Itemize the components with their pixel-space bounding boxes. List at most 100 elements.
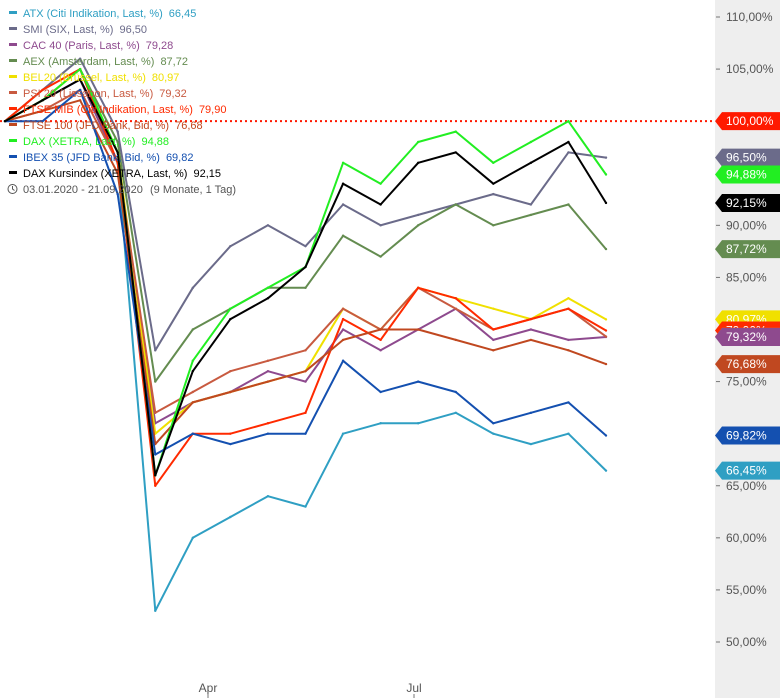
data-point-9-3 xyxy=(116,192,119,196)
data-point-10-12 xyxy=(454,151,457,154)
data-point-5-7 xyxy=(266,359,270,362)
data-point-4-16 xyxy=(604,318,608,321)
data-point-8-7 xyxy=(266,286,270,290)
data-point-1-8 xyxy=(304,244,307,248)
data-point-1-5 xyxy=(191,286,195,290)
data-point-0-6 xyxy=(229,515,232,519)
data-point-0-11 xyxy=(416,422,420,425)
data-point-8-15 xyxy=(567,119,570,123)
data-point-0-4 xyxy=(154,609,157,612)
data-point-10-7 xyxy=(266,297,270,300)
legend-series-name: SMI (SIX, Last, %) xyxy=(23,24,113,36)
data-point-2-9 xyxy=(341,328,345,331)
data-point-6-12 xyxy=(454,297,457,300)
legend-series-name: BEL20 (Brüssel, Last, %) xyxy=(23,72,146,84)
legend-entry-9: IBEX 35 (JFD Bank, Bid, %) 69,82 xyxy=(23,152,193,164)
legend-entry-4: BEL20 (Brüssel, Last, %) 80,97 xyxy=(23,72,179,84)
data-point-2-14 xyxy=(529,328,533,331)
value-tag-0-text: 66,45% xyxy=(726,464,767,478)
data-point-6-9 xyxy=(341,317,345,321)
data-point-6-1 xyxy=(41,88,44,92)
data-point-7-1 xyxy=(41,109,44,112)
data-point-1-16 xyxy=(604,156,608,159)
y-tick-label: 85,00% xyxy=(726,270,767,284)
data-point-0-12 xyxy=(454,411,457,415)
legend-series-name: IBEX 35 (JFD Bank, Bid, %) xyxy=(23,152,160,164)
legend-series-name: AEX (Amsterdam, Last, %) xyxy=(23,56,154,68)
data-point-7-9 xyxy=(341,338,345,342)
data-point-9-10 xyxy=(379,390,382,394)
legend-entry-0: ATX (Citi Indikation, Last, %) 66,45 xyxy=(23,8,196,20)
data-point-3-10 xyxy=(379,255,382,258)
data-point-6-6 xyxy=(229,432,232,435)
legend-series-name: FTSE 100 (JFD Bank, Bid, %) xyxy=(23,120,169,132)
legend-entry-1: SMI (SIX, Last, %) 96,50 xyxy=(23,24,147,36)
data-point-4-13 xyxy=(492,307,495,310)
data-point-9-15 xyxy=(567,401,570,404)
data-point-5-6 xyxy=(229,369,232,373)
date-range-text: 03.01.2020 - 21.09.2020 xyxy=(23,184,143,196)
legend-last-value: 96,50 xyxy=(119,24,147,36)
legend-entry-6: FTSE MIB (Citi Indikation, Last, %) 79,90 xyxy=(23,104,226,116)
data-point-8-10 xyxy=(379,182,382,185)
data-point-7-12 xyxy=(454,338,457,342)
data-point-10-3 xyxy=(116,151,119,154)
value-tag-10-bg xyxy=(715,193,780,212)
legend-series-name: DAX Kursindex (XETRA, Last, %) xyxy=(23,168,187,180)
value-tag-2-bg xyxy=(715,328,780,346)
y-tick-label: 55,00% xyxy=(726,583,767,597)
data-point-4-15 xyxy=(567,297,570,300)
y-tick-label: 65,00% xyxy=(726,479,767,493)
data-point-2-10 xyxy=(379,349,382,352)
data-point-9-9 xyxy=(341,359,345,362)
data-point-10-1 xyxy=(41,99,44,102)
x-tick-label: Jul xyxy=(406,681,421,695)
data-point-3-3 xyxy=(116,140,119,144)
data-point-3-12 xyxy=(454,203,457,206)
data-point-10-11 xyxy=(416,161,420,165)
data-point-6-11 xyxy=(416,286,420,290)
y-tick-label: 90,00% xyxy=(726,218,767,232)
legend-entry-10: DAX Kursindex (XETRA, Last, %) 92,15 xyxy=(23,168,221,180)
value-tag-3-text: 87,72% xyxy=(726,242,767,256)
data-point-0-5 xyxy=(191,536,195,540)
data-point-0-16 xyxy=(604,469,608,472)
data-point-1-15 xyxy=(567,151,570,154)
data-point-5-8 xyxy=(304,349,307,352)
data-point-1-7 xyxy=(266,224,270,227)
data-point-10-0 xyxy=(3,119,7,123)
x-tick-label: Apr xyxy=(199,681,218,695)
data-point-3-15 xyxy=(567,203,570,206)
data-point-7-7 xyxy=(266,380,270,383)
data-point-10-16 xyxy=(604,201,608,205)
data-point-0-10 xyxy=(379,422,382,425)
data-point-8-2 xyxy=(78,67,82,71)
data-point-10-4 xyxy=(154,474,157,477)
data-point-9-13 xyxy=(492,422,495,425)
legend-last-value: 94,88 xyxy=(141,136,169,148)
legend-swatch xyxy=(9,139,17,142)
data-point-3-13 xyxy=(492,224,495,227)
data-point-2-7 xyxy=(266,369,270,373)
legend-swatch xyxy=(9,155,17,158)
data-point-10-2 xyxy=(78,78,82,81)
legend-swatch xyxy=(9,123,17,126)
data-point-10-9 xyxy=(341,182,345,185)
legend-swatch xyxy=(9,27,17,30)
value-tag-1-text: 96,50% xyxy=(726,151,767,165)
legend-swatch xyxy=(9,11,17,14)
legend-entry-3: AEX (Amsterdam, Last, %) 87,72 xyxy=(23,56,188,68)
data-point-9-14 xyxy=(529,411,533,415)
y-tick-label: 50,00% xyxy=(726,635,767,649)
value-tag-7-bg xyxy=(715,355,780,374)
data-point-9-12 xyxy=(454,390,457,394)
legend-last-value: 80,97 xyxy=(152,72,180,84)
data-point-7-14 xyxy=(529,338,533,342)
legend-entry-2: CAC 40 (Paris, Last, %) 79,28 xyxy=(23,40,173,52)
data-point-1-2 xyxy=(78,57,82,60)
data-point-2-15 xyxy=(567,338,570,342)
data-point-7-13 xyxy=(492,349,495,352)
value-tag-8-text: 94,88% xyxy=(726,168,767,182)
data-point-10-15 xyxy=(567,140,570,144)
